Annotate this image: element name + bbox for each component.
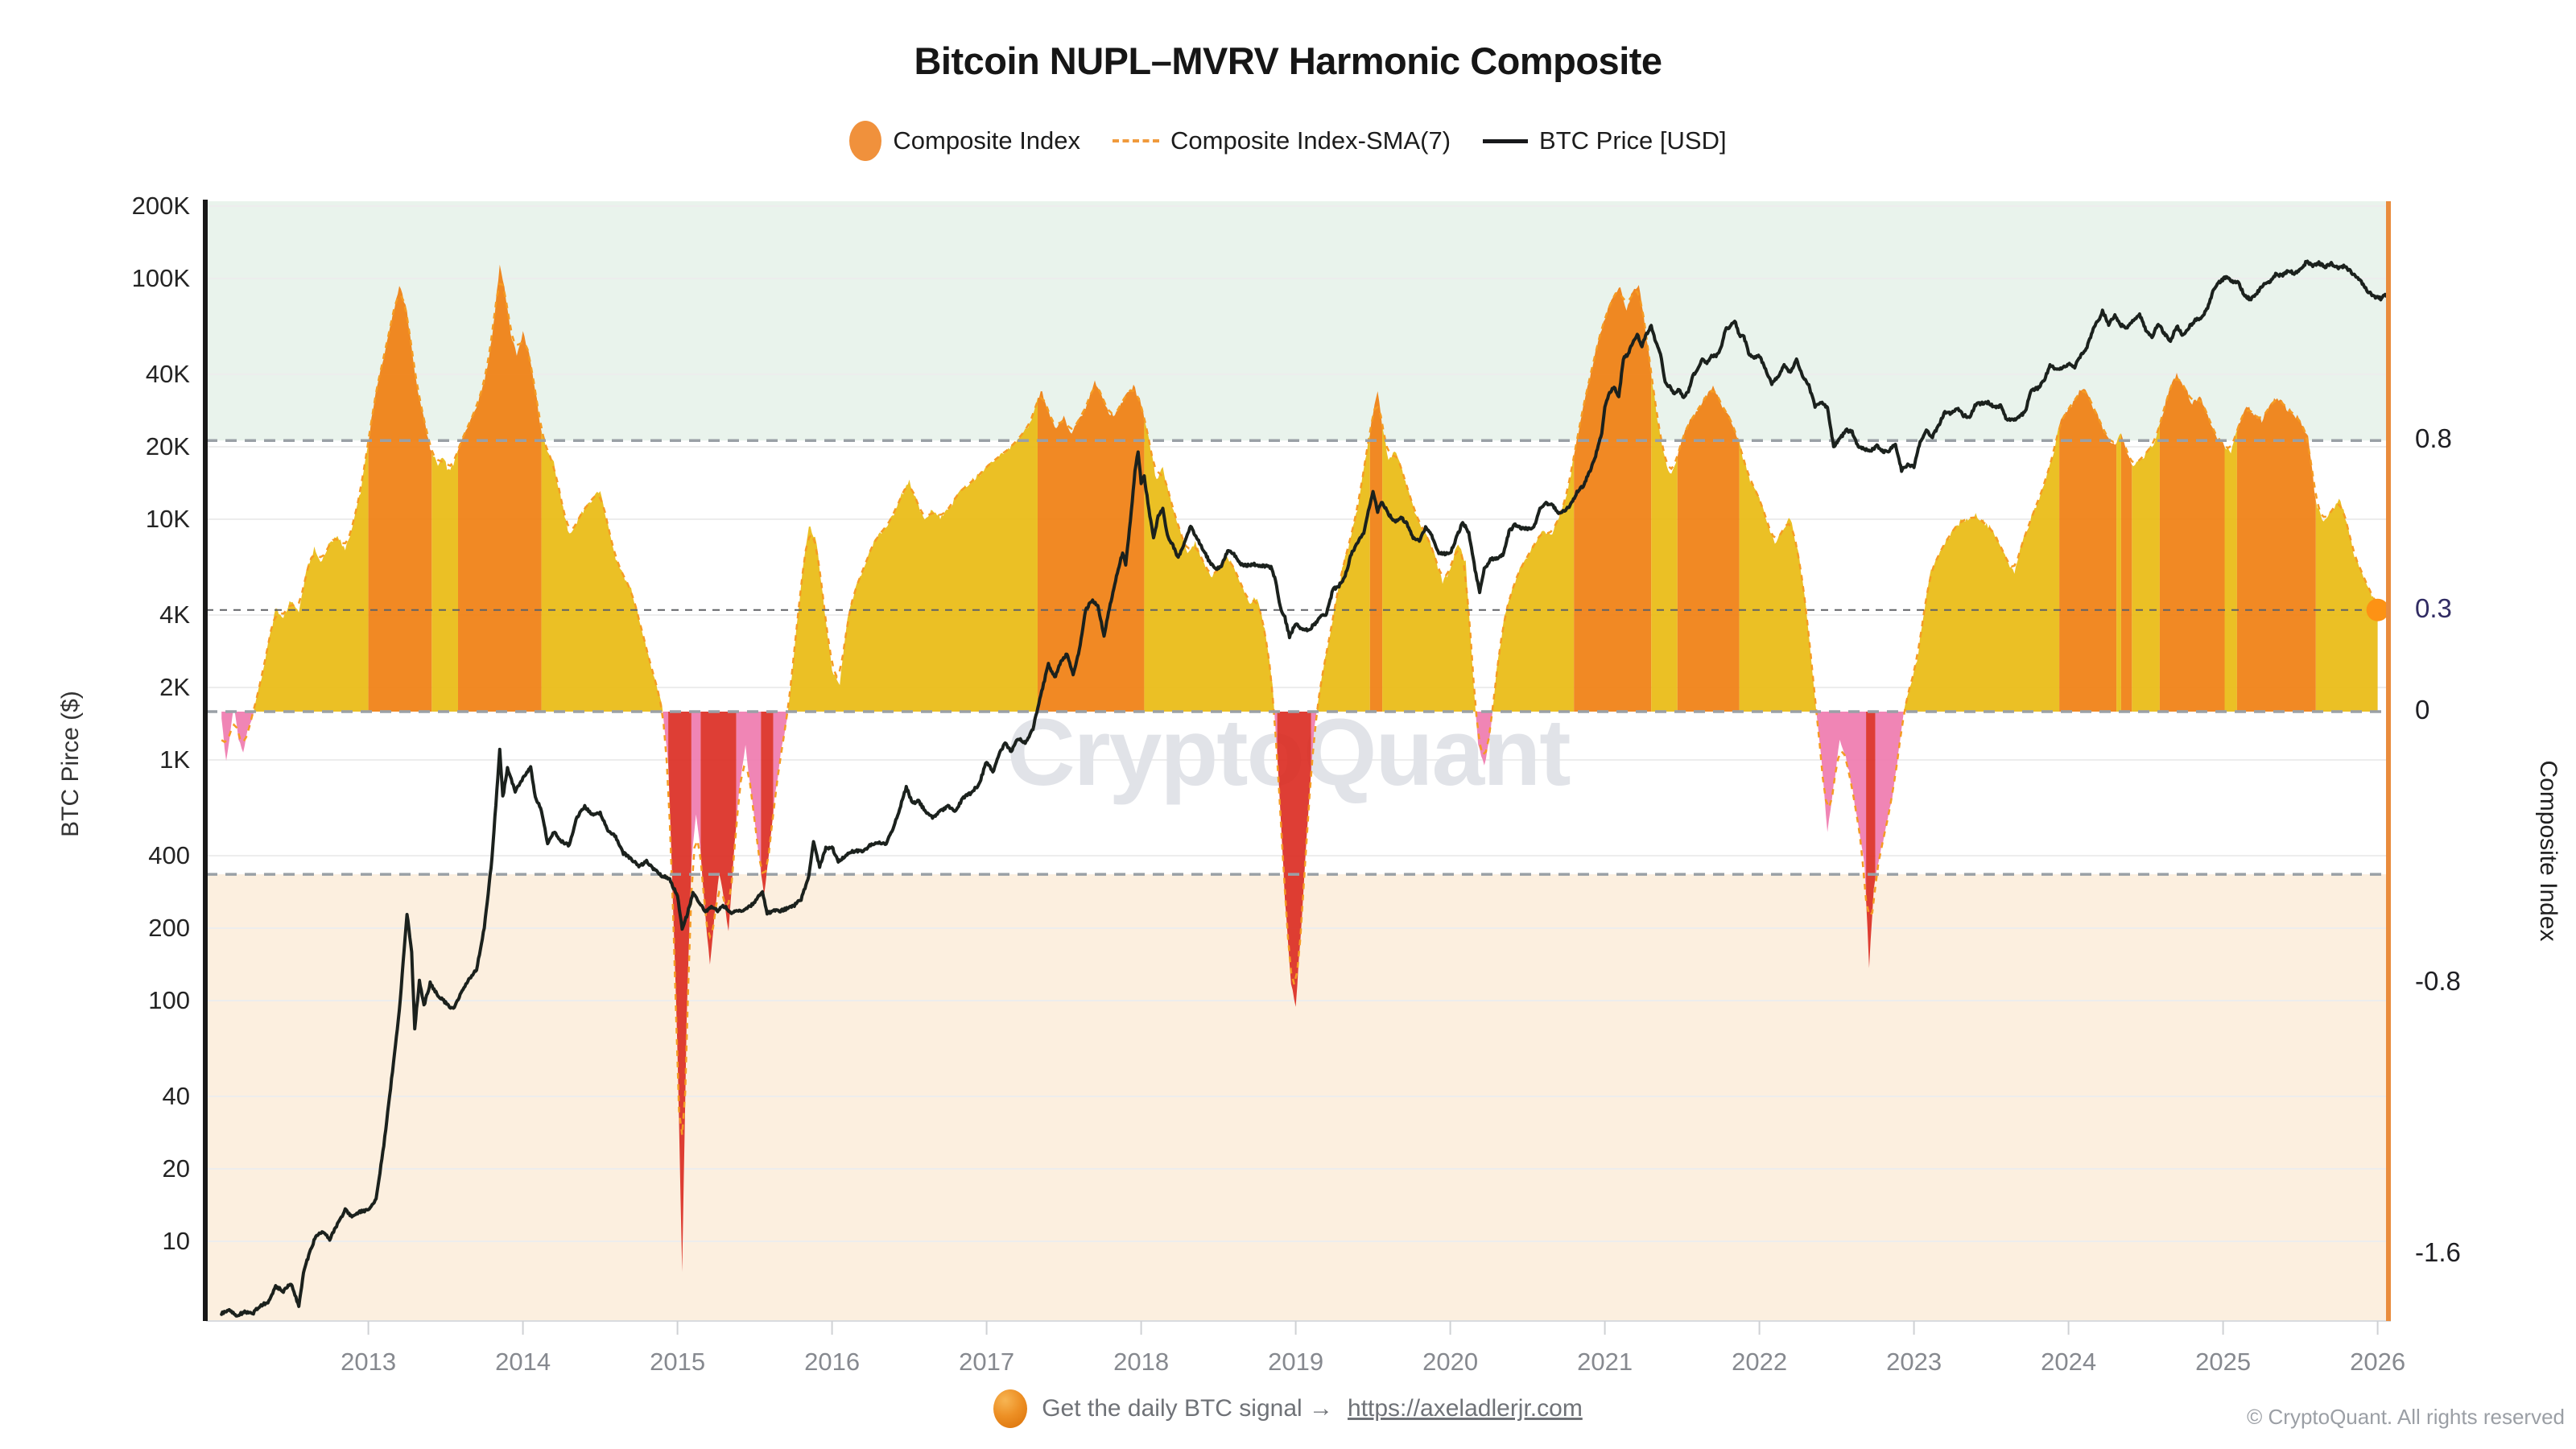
composite-area-segment (254, 442, 369, 712)
composite-area-segment (2224, 430, 2237, 712)
signal-link[interactable]: https://axeladlerjr.com (1348, 1395, 1583, 1422)
composite-area-segment (736, 712, 762, 873)
composite-area-segment (1038, 380, 1145, 712)
composite-area-segment (700, 712, 737, 965)
composite-area-segment (458, 264, 542, 712)
composite-area-segment (1866, 712, 1876, 968)
price-tick-label: 10K (145, 505, 190, 533)
year-label: 2023 (1886, 1348, 1942, 1376)
composite-tick-label: 0.8 (2415, 423, 2452, 454)
year-label: 2014 (495, 1348, 551, 1376)
composite-area-segment (2315, 498, 2378, 712)
composite-axis-title: Composite Index (2535, 760, 2562, 942)
composite-area-segment (691, 712, 701, 865)
price-tick-label: 2K (159, 673, 190, 701)
signal-footer: Get the daily BTC signal → https://axela… (0, 1389, 2576, 1428)
composite-area-segment (1316, 434, 1370, 712)
price-tick-label: 4K (159, 600, 190, 629)
composite-area-segment (234, 712, 254, 753)
composite-area-segment (1311, 712, 1317, 772)
composite-area-segment (2132, 423, 2160, 712)
composite-area-segment (1476, 712, 1493, 766)
year-label: 2025 (2195, 1348, 2252, 1376)
composite-area-segment (221, 712, 233, 761)
legend-item-btc-price[interactable]: BTC Price [USD] (1483, 126, 1727, 155)
composite-area-segment (668, 712, 691, 1272)
price-tick-label: 10 (162, 1227, 190, 1255)
sma-dashed-line-icon (1113, 139, 1160, 142)
btc-price-line (220, 259, 2389, 1318)
composite-area-segment (541, 431, 663, 712)
price-tick-label: 40K (145, 359, 190, 388)
year-label: 2016 (804, 1348, 861, 1376)
price-tick-label: 100K (131, 264, 190, 292)
year-label: 2020 (1422, 1348, 1479, 1376)
current-value-marker (2366, 598, 2389, 621)
chart-legend: Composite Index Composite Index-SMA(7) B… (0, 121, 2576, 161)
composite-area-segment (2116, 433, 2121, 712)
year-label: 2018 (1113, 1348, 1170, 1376)
composite-area-segment (2120, 433, 2132, 712)
price-tick-label: 100 (148, 986, 190, 1014)
composite-area-segment (1904, 425, 2060, 712)
btc-signal-dot-icon (993, 1389, 1028, 1428)
composite-area-segment (368, 286, 432, 712)
composite-area-segment (1739, 442, 1817, 712)
copyright-notice: © CryptoQuant. All rights reserved (2247, 1405, 2565, 1429)
composite-area-segment (1277, 712, 1311, 1007)
price-tick-label: 200K (131, 192, 190, 220)
composite-area-segment (1816, 712, 1867, 901)
composite-area-segment (1492, 455, 1575, 712)
composite-area-segment (787, 398, 1038, 712)
composite-area-segment (2059, 389, 2117, 712)
composite-area-segment (773, 712, 788, 813)
year-label: 2026 (2350, 1348, 2406, 1376)
price-tick-label: 40 (162, 1081, 190, 1110)
year-label: 2019 (1268, 1348, 1324, 1376)
year-label: 2015 (650, 1348, 706, 1376)
composite-area-segment (2236, 398, 2316, 712)
composite-tick-label: -1.6 (2415, 1236, 2461, 1267)
composite-area-segment (1875, 712, 1904, 879)
year-label: 2021 (1577, 1348, 1633, 1376)
composite-area-segment (431, 450, 458, 712)
composite-index-dot-icon (849, 121, 882, 161)
composite-tick-label: -0.8 (2415, 965, 2461, 996)
legend-item-composite-sma[interactable]: Composite Index-SMA(7) (1113, 126, 1451, 155)
composite-area-segment (1574, 285, 1652, 712)
composite-area-segment (1677, 385, 1740, 712)
composite-area-segment (1144, 419, 1274, 712)
price-line-icon (1483, 138, 1529, 143)
composite-index-area (221, 264, 2378, 1272)
price-tick-label: 400 (148, 840, 190, 869)
composite-tick-label: 0 (2415, 695, 2430, 724)
page-title: Bitcoin NUPL–MVRV Harmonic Composite (914, 39, 1662, 82)
composite-area-segment (761, 712, 774, 896)
price-axis-title: BTC Pirce ($) (57, 691, 84, 837)
price-tick-label: 20K (145, 432, 190, 460)
composite-area-segment (1651, 373, 1678, 712)
composite-area-segment (2159, 373, 2225, 712)
price-tick-label: 1K (159, 745, 190, 774)
year-label: 2017 (959, 1348, 1015, 1376)
price-tick-label: 20 (162, 1154, 190, 1183)
year-label: 2013 (341, 1348, 397, 1376)
legend-item-composite-index[interactable]: Composite Index (849, 121, 1080, 161)
composite-area-segment (1369, 391, 1383, 712)
composite-current-value-label: 0.3 (2415, 592, 2452, 623)
signal-text: Get the daily BTC signal → (1042, 1395, 1334, 1422)
year-label: 2024 (2041, 1348, 2097, 1376)
price-tick-label: 200 (148, 914, 190, 942)
composite-sma-line (221, 283, 2377, 1136)
overvaluation-band (206, 201, 2388, 441)
legend-label: Composite Index-SMA(7) (1170, 126, 1451, 155)
year-label: 2022 (1732, 1348, 1788, 1376)
legend-label: BTC Price [USD] (1539, 126, 1727, 155)
composite-area-segment (1382, 427, 1476, 712)
legend-label: Composite Index (893, 126, 1081, 155)
